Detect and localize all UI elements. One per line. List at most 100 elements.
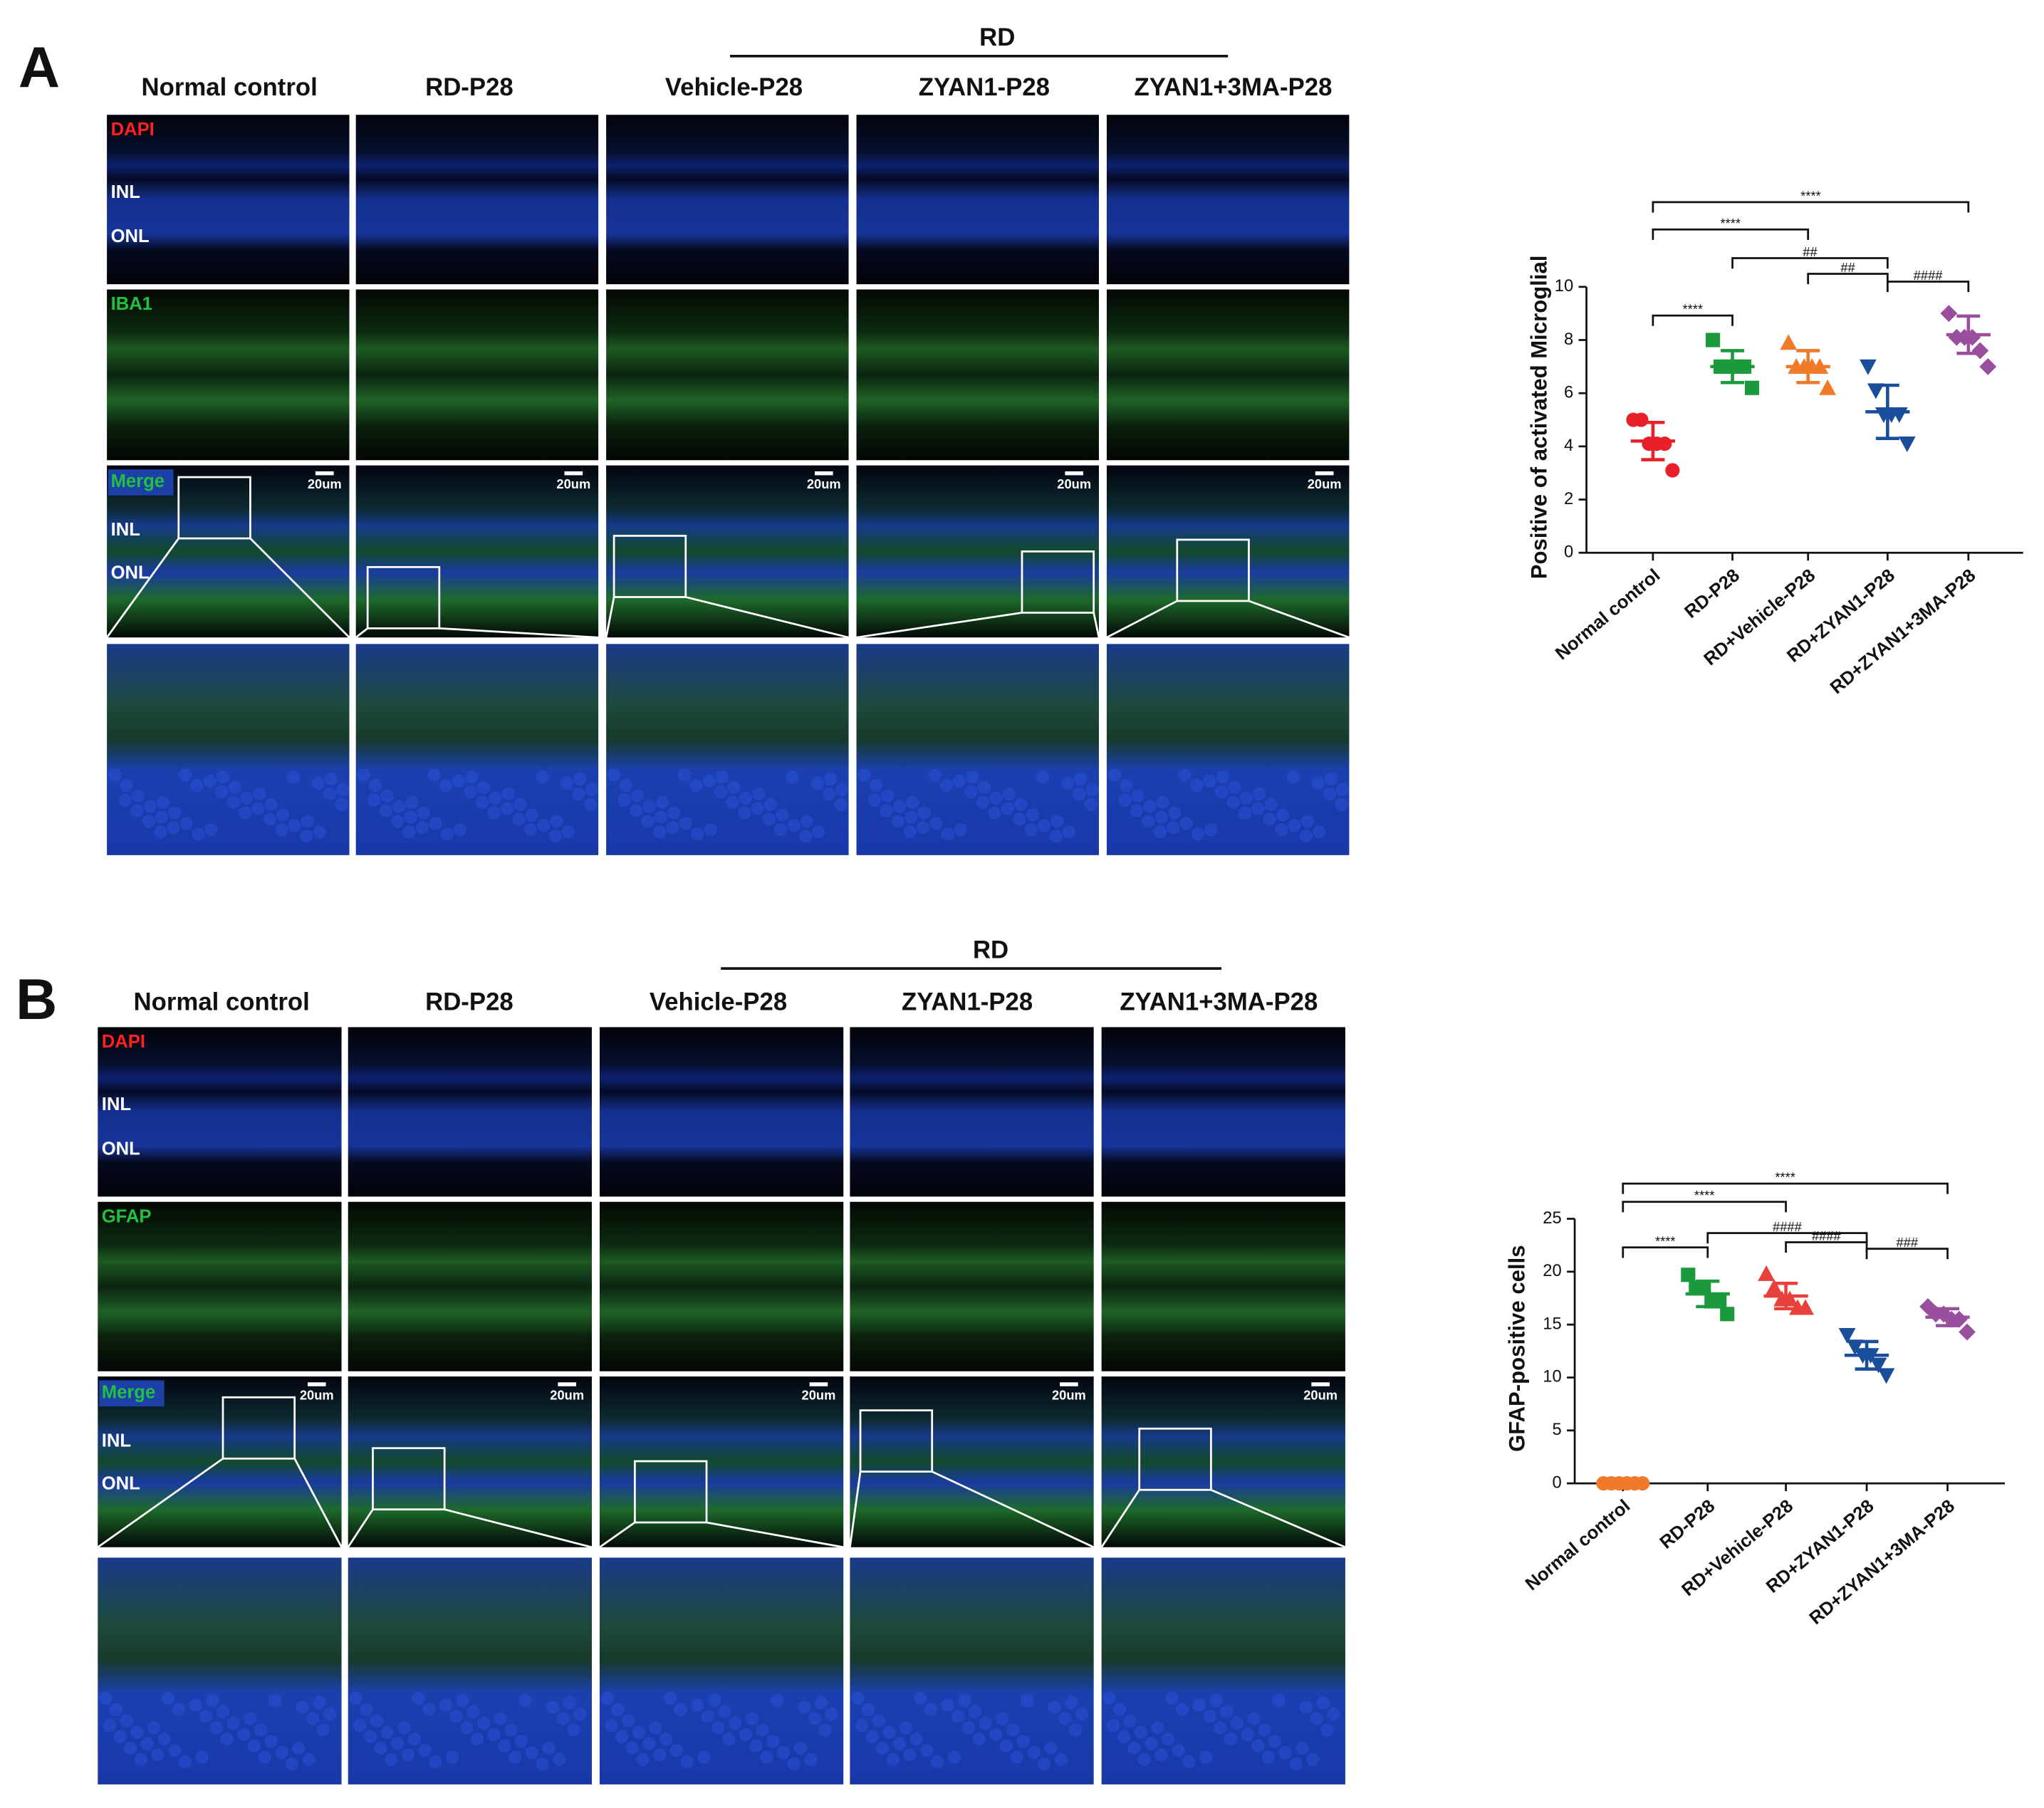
nucleus xyxy=(787,819,801,832)
nucleus xyxy=(774,823,788,837)
nucleus xyxy=(268,1693,282,1708)
nucleus xyxy=(220,1733,234,1746)
nucleus xyxy=(118,793,132,807)
nucleus xyxy=(251,802,265,815)
micrograph xyxy=(355,115,599,285)
nucleus xyxy=(1261,1750,1276,1764)
micrograph xyxy=(1106,465,1350,638)
zoom-line xyxy=(249,538,350,639)
nucleus xyxy=(899,1721,913,1735)
nucleus xyxy=(203,774,217,788)
scale-bar-label: 20um xyxy=(550,1387,584,1402)
nucleus xyxy=(855,1718,869,1733)
nucleus xyxy=(99,1691,113,1705)
nucleus xyxy=(1156,795,1169,809)
nucleus xyxy=(353,1718,367,1733)
nucleus xyxy=(679,817,692,830)
significance-bracket xyxy=(1706,1232,1868,1244)
y-tick-label: 10 xyxy=(1543,1367,1561,1386)
nucleus xyxy=(1214,1721,1227,1735)
nucleus xyxy=(292,1741,306,1755)
nucleus xyxy=(306,1712,320,1725)
nucleus xyxy=(1014,798,1028,811)
nucleus xyxy=(1289,1757,1303,1771)
nucleus xyxy=(1299,1700,1313,1714)
nucleus xyxy=(1268,1735,1282,1748)
nucleus xyxy=(500,802,514,815)
nucleus xyxy=(1050,815,1064,828)
nucleus xyxy=(1230,1716,1244,1730)
nucleus xyxy=(263,812,277,826)
nucleus xyxy=(367,793,381,807)
nucleus xyxy=(427,768,441,782)
nucleus xyxy=(323,1708,337,1721)
nucleus xyxy=(1062,825,1076,839)
nucleus xyxy=(1049,830,1063,843)
nucleus xyxy=(999,1739,1013,1752)
label-bg xyxy=(108,469,174,496)
nucleus xyxy=(285,1757,299,1771)
nucleus xyxy=(1239,791,1253,805)
nucleus xyxy=(258,1750,271,1764)
nucleus xyxy=(405,795,419,809)
nucleus xyxy=(113,1730,127,1744)
nucleus xyxy=(254,1723,268,1737)
nucleus xyxy=(814,1696,828,1710)
micrograph xyxy=(850,1201,1094,1371)
nucleus xyxy=(857,768,871,782)
micrograph xyxy=(1106,289,1350,461)
nucleus xyxy=(1238,806,1252,820)
nucleus xyxy=(453,823,467,837)
significance-bracket xyxy=(1886,281,1970,293)
nucleus xyxy=(1209,1693,1223,1708)
nucleus xyxy=(666,821,679,835)
nucleus xyxy=(737,806,751,820)
nucleus xyxy=(770,1693,784,1708)
nucleus xyxy=(374,1741,387,1755)
data-point xyxy=(1681,1268,1696,1282)
nucleus xyxy=(151,1748,165,1762)
nucleus xyxy=(1204,823,1218,837)
nucleus xyxy=(928,768,942,782)
nucleus xyxy=(228,780,241,795)
nucleus xyxy=(172,1703,185,1716)
data-point xyxy=(1819,379,1837,395)
nucleus xyxy=(1154,1748,1168,1762)
nucleus xyxy=(209,1721,223,1735)
zoom-line xyxy=(849,1471,862,1547)
nucleus xyxy=(1113,1703,1127,1716)
nucleus xyxy=(1295,1741,1309,1755)
nucleus xyxy=(445,1750,459,1764)
data-point xyxy=(1959,1323,1976,1341)
nucleus xyxy=(1252,787,1266,801)
nucleus xyxy=(1323,787,1337,801)
nucleus xyxy=(391,1737,405,1750)
significance-label: **** xyxy=(1721,216,1741,231)
nucleus xyxy=(1065,1696,1078,1710)
nucleus xyxy=(861,1703,875,1716)
nucleus xyxy=(470,1733,484,1746)
nucleus xyxy=(787,1757,801,1771)
micrograph xyxy=(606,115,849,285)
row-label: Merge xyxy=(111,471,165,491)
zoom-box xyxy=(177,476,251,540)
y-tick-label: 5 xyxy=(1553,1420,1562,1439)
nucleus xyxy=(1102,1691,1116,1705)
significance-bracket xyxy=(1622,1182,1949,1194)
scale-bar-label: 20um xyxy=(807,476,841,491)
nucleus xyxy=(513,798,527,811)
nucleus xyxy=(157,1733,171,1746)
nucleus xyxy=(929,817,943,830)
nucleus xyxy=(525,1746,538,1760)
nucleus xyxy=(799,830,813,843)
nucleus xyxy=(1073,787,1086,801)
nucleus xyxy=(504,1723,518,1737)
nucleus xyxy=(607,768,621,782)
nucleus xyxy=(881,789,895,803)
nucleus xyxy=(704,823,717,837)
nucleus xyxy=(391,815,405,828)
nucleus xyxy=(1048,1700,1061,1714)
nucleus xyxy=(456,1693,469,1708)
data-point xyxy=(1712,1294,1727,1309)
nucleus xyxy=(1167,821,1180,835)
